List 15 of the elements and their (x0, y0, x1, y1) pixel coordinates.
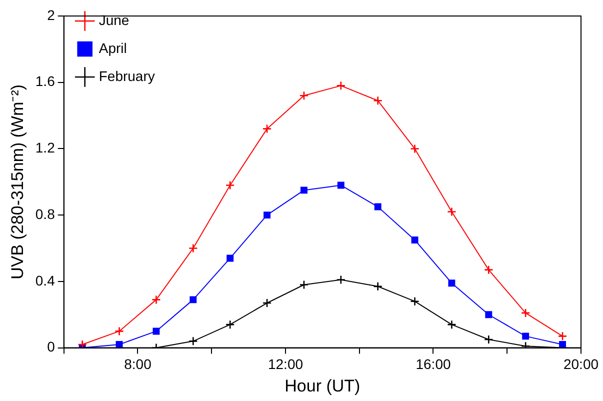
legend-label: February (98, 68, 155, 84)
y-axis-title: UVB (280-315nm) (Wm⁻²) (8, 84, 27, 280)
legend-label: April (98, 40, 127, 56)
x-tick-label: 8:00 (124, 356, 152, 372)
y-tick-label: 0 (47, 338, 56, 355)
y-tick-label: 0.4 (35, 272, 56, 288)
y-tick-label: 0.8 (35, 206, 56, 222)
x-tick-label: 12:00 (268, 356, 304, 372)
legend-label: June (98, 12, 130, 28)
y-tick-label: 1.6 (35, 73, 56, 90)
y-tick-label: 1.2 (35, 140, 56, 156)
x-axis-title: Hour (UT) (284, 376, 360, 396)
y-tick-label: 2 (47, 6, 56, 23)
x-tick-label: 16:00 (416, 356, 451, 372)
x-tick-label: 20:00 (563, 356, 599, 372)
